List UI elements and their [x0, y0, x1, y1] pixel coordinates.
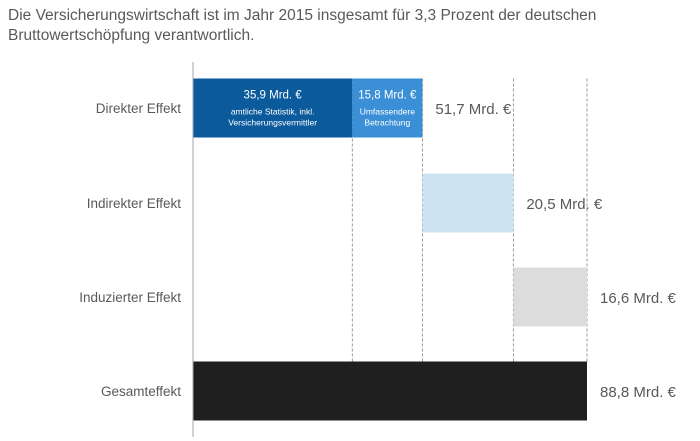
bar-segment-4 — [513, 267, 587, 327]
total-label-4: 88,8 Mrd. € — [600, 384, 677, 401]
category-label-3: Induzierter Effekt — [79, 290, 181, 305]
category-label-2: Indirekter Effekt — [87, 196, 182, 211]
bar-segment-5 — [193, 361, 587, 421]
category-label-1: Direkter Effekt — [96, 101, 182, 116]
segment-note-line-1-1: amtliche Statistik, inkl. — [231, 107, 315, 117]
bar-segment-2 — [352, 78, 423, 138]
bar-segment-3 — [422, 173, 514, 233]
segment-note-line-1-2: Umfassendere — [360, 107, 416, 117]
chart-title-line-1: Die Versicherungswirtschaft ist im Jahr … — [8, 7, 597, 24]
segment-note-line-2-2: Betrachtung — [364, 118, 410, 128]
chart-title-line-2: Bruttowertschöpfung verantwortlich. — [8, 27, 255, 44]
segment-value-label-1: 35,9 Mrd. € — [244, 90, 303, 102]
category-label-4: Gesamteffekt — [101, 384, 181, 399]
chart-title: Die Versicherungswirtschaft ist im Jahr … — [8, 6, 688, 46]
bar-segment-1 — [193, 78, 353, 138]
total-label-1: 51,7 Mrd. € — [435, 101, 512, 118]
bar-segments — [193, 78, 587, 421]
segment-value-label-2: 15,8 Mrd. € — [358, 90, 417, 102]
segment-note-line-2-1: Versicherungsvermittler — [228, 118, 317, 128]
chart-labels: Direkter Effekt Indirekter Effekt Induzier… — [79, 90, 676, 402]
total-label-3: 16,6 Mrd. € — [600, 290, 677, 307]
total-label-2: 20,5 Mrd. € — [526, 196, 603, 213]
